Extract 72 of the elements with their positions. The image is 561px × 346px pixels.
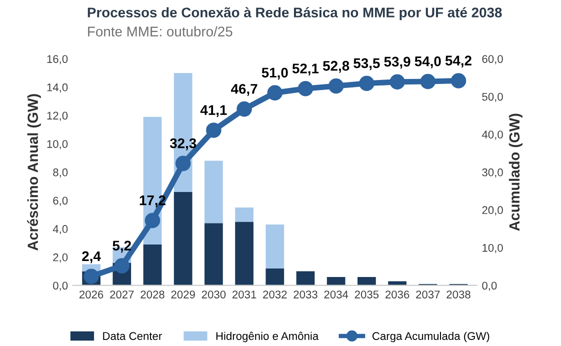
data-label: 17,2 [140,195,166,208]
data-label: 54,0 [414,56,441,68]
bar [235,222,254,286]
point [450,73,466,88]
y2-axis-title: Acumulado (GW) [508,114,522,231]
bar [326,276,346,286]
x-tick-label: 2028 [140,290,164,298]
point [267,85,283,100]
x-tick-label: 2029 [171,290,195,298]
point [144,212,160,228]
y-tick-label: 16,0 [47,55,68,64]
bar [266,224,284,268]
y-tick-label: 0,0 [53,282,68,291]
point [175,156,191,172]
legend-label: Hidrogênio e Amônia [216,332,319,342]
y-tick-label: 8,0 [53,168,68,178]
chart-title: Processos de Conexão à Rede Básica no MME por UF até 2038 [88,7,502,20]
y2-tick-label: 30,0 [482,168,503,178]
x-tick-label: 2026 [79,290,104,298]
data-label: 2,4 [82,251,101,264]
x-tick-label: 2038 [446,290,470,298]
y-tick-label: 12,0 [47,112,68,121]
data-label: 52,8 [323,60,350,73]
bar [296,271,315,286]
y-tick-label: 4,0 [52,225,68,234]
x-tick-label: 2031 [232,290,256,298]
y-axis-title: Acréscimo Anual (GW) [27,94,41,250]
y2-tick-label: 10,0 [482,244,503,254]
y-tick-label: 2,0 [53,253,68,263]
y2-tick-label: 50,0 [482,92,503,102]
y2-tick-label: 20,0 [482,206,503,216]
x-tick-label: 2036 [385,290,410,298]
point [206,122,222,138]
x-tick-label: 2037 [416,290,440,298]
x-tick-label: 2032 [263,290,287,298]
data-label: 41,1 [200,105,227,117]
bar [204,223,223,286]
y-tick-label: 14,0 [47,83,68,93]
bar [388,281,406,286]
y-tick-label: 10,0 [47,140,68,150]
bar [266,268,284,286]
y2-tick-label: 60,0 [482,55,503,64]
legend-label: Carga Acumulada (GW) [372,332,490,342]
bar [235,208,254,222]
point [298,81,314,96]
y-tick-label: 6,0 [53,196,68,206]
point [359,76,374,92]
bar [174,192,192,286]
data-label: 32,3 [170,138,196,150]
point [236,101,252,117]
x-tick-label: 2035 [354,290,379,298]
data-label: 46,7 [230,84,258,96]
data-label: 51,0 [262,68,288,80]
y2-tick-label: 40,0 [482,130,503,140]
chart-subtitle: Fonte MME: outubro/25 [88,26,232,36]
point [328,78,344,94]
data-label: 52,1 [292,64,319,76]
y2-tick-label: 0,0 [482,282,497,291]
point [390,74,405,90]
bar [204,160,223,224]
legend-label: Data Center [103,332,162,340]
x-tick-label: 2034 [324,290,348,298]
bar [143,244,162,286]
point [420,74,436,90]
x-tick-label: 2027 [110,290,134,298]
data-label: 53,9 [384,56,410,69]
x-tick-label: 2030 [202,290,226,298]
data-label: 54,2 [445,56,472,68]
x-tick-label: 2033 [294,290,318,298]
bar [358,276,376,286]
data-label: 53,5 [354,58,380,70]
data-label: 5,2 [112,240,131,253]
